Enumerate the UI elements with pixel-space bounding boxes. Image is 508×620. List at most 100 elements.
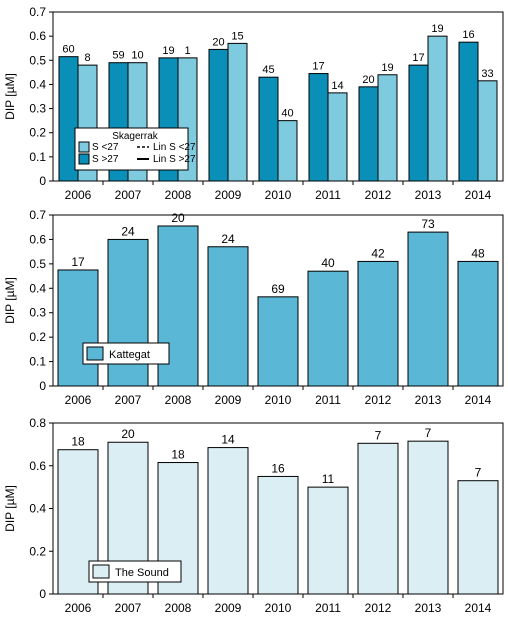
y-tick-label: 0.6	[29, 232, 46, 246]
bar-the-sound-2012	[357, 442, 399, 595]
bar-count-label: 8	[84, 52, 90, 64]
x-tick-label: 2009	[215, 188, 242, 202]
legend-entry: Lin S >27	[153, 154, 196, 165]
y-tick-label: 0.4	[29, 281, 46, 295]
x-tick-label: 2012	[365, 601, 392, 615]
x-tick-label: 2013	[415, 393, 442, 407]
x-tick-label: 2008	[165, 393, 192, 407]
bar-kattegat-2006	[57, 269, 99, 387]
bar-count-label: 7	[375, 428, 382, 442]
y-tick-label: 0.2	[29, 544, 46, 558]
x-tick-label: 2010	[265, 188, 292, 202]
bar-count-label: 60	[62, 44, 74, 56]
legend-title: Skagerrak	[112, 131, 159, 142]
y-axis-label: DIP [µM]	[3, 277, 17, 324]
bar-s-27-2011	[327, 92, 348, 182]
bar-count-label: 24	[221, 232, 235, 246]
y-tick-label: 0.6	[29, 459, 46, 473]
bar-count-label: 7	[475, 466, 482, 480]
bar-count-label: 40	[281, 108, 293, 120]
bar-count-label: 14	[221, 433, 235, 447]
x-tick-label: 2012	[365, 188, 392, 202]
bar-count-label: 18	[71, 435, 85, 449]
bar-count-label: 42	[371, 246, 385, 260]
bar-kattegat-2013	[407, 231, 449, 387]
legend-box	[74, 127, 189, 171]
x-tick-label: 2006	[65, 188, 92, 202]
bar-s-27-2009	[227, 42, 248, 182]
y-tick-label: 0.4	[29, 77, 46, 91]
y-tick-label: 0.1	[29, 355, 46, 369]
bar-kattegat-2009	[207, 246, 249, 387]
bar-count-label: 19	[162, 45, 174, 57]
bar-count-label: 20	[121, 427, 135, 441]
x-tick-label: 2006	[65, 393, 92, 407]
bar-count-label: 20	[212, 36, 224, 48]
x-tick-label: 2013	[415, 601, 442, 615]
bar-count-label: 45	[262, 64, 274, 76]
bar-the-sound-2013	[407, 440, 449, 595]
x-tick-label: 2010	[265, 393, 292, 407]
bar-count-label: 16	[271, 461, 285, 475]
y-axis-label: DIP [µM]	[3, 485, 17, 532]
y-tick-label: 0	[39, 379, 46, 393]
x-tick-label: 2009	[215, 393, 242, 407]
bar-count-label: 1	[184, 45, 190, 57]
bar-count-label: 69	[271, 282, 285, 296]
x-tick-label: 2013	[415, 188, 442, 202]
y-tick-label: 0.3	[29, 306, 46, 320]
bar-s-27-2013	[408, 64, 429, 182]
x-tick-label: 2007	[115, 393, 142, 407]
bar-kattegat-2014	[457, 260, 499, 387]
legend-box	[82, 342, 170, 365]
legend-entry: Lin S <27	[153, 142, 196, 153]
legend-swatch	[78, 141, 90, 153]
y-tick-label: 0.5	[29, 257, 46, 271]
x-tick-label: 2007	[115, 601, 142, 615]
bar-count-label: 73	[421, 217, 435, 231]
legend-swatch	[78, 153, 90, 165]
x-tick-label: 2006	[65, 601, 92, 615]
bar-s-27-2014	[477, 80, 498, 182]
x-tick-label: 2014	[465, 393, 492, 407]
chart-panel-3: 0 0.2 0.4 0.6 0.8 DIP [µM] 2006 18 2007 20 2008 18 2…	[3, 416, 504, 615]
bar-count-label: 48	[471, 246, 485, 260]
bar-count-label: 20	[171, 211, 185, 225]
bar-kattegat-2012	[357, 260, 399, 387]
bar-count-label: 20	[362, 74, 374, 86]
legend-entry: Kattegat	[109, 349, 150, 361]
y-tick-label: 0.1	[29, 150, 46, 164]
bar-count-label: 17	[71, 255, 85, 269]
bar-count-label: 18	[171, 448, 185, 462]
chart-panel-2: 0 0.1 0.2 0.3 0.4 0.5 0.6 0.7 DIP [µM] 2006 17 2007…	[3, 208, 504, 407]
bar-count-label: 17	[412, 52, 424, 64]
legend-entry: S >27	[92, 154, 119, 165]
x-tick-label: 2007	[115, 188, 142, 202]
x-tick-label: 2014	[465, 601, 492, 615]
bar-count-label: 19	[381, 62, 393, 74]
y-tick-label: 0.8	[29, 416, 46, 430]
y-tick-label: 0.7	[29, 208, 46, 222]
bar-count-label: 14	[331, 80, 343, 92]
bar-s-27-2010	[258, 76, 279, 182]
bar-count-label: 10	[131, 50, 143, 62]
x-tick-label: 2014	[465, 188, 492, 202]
bar-s-27-2010	[277, 120, 298, 182]
y-tick-label: 0.3	[29, 102, 46, 116]
y-tick-label: 0.4	[29, 502, 46, 516]
legend-box	[88, 560, 182, 583]
bar-count-label: 16	[462, 29, 474, 41]
bar-s-27-2013	[427, 35, 448, 182]
bar-count-label: 33	[481, 68, 493, 80]
bar-count-label: 11	[322, 472, 335, 486]
y-tick-label: 0.6	[29, 29, 46, 43]
y-tick-label: 0.7	[29, 5, 46, 19]
legend-swatch	[92, 564, 110, 579]
x-tick-label: 2009	[215, 601, 242, 615]
bar-count-label: 24	[121, 224, 135, 238]
bar-count-label: 19	[431, 23, 443, 35]
legend: Kattegat	[82, 342, 170, 365]
bar-s-27-2012	[377, 74, 398, 182]
